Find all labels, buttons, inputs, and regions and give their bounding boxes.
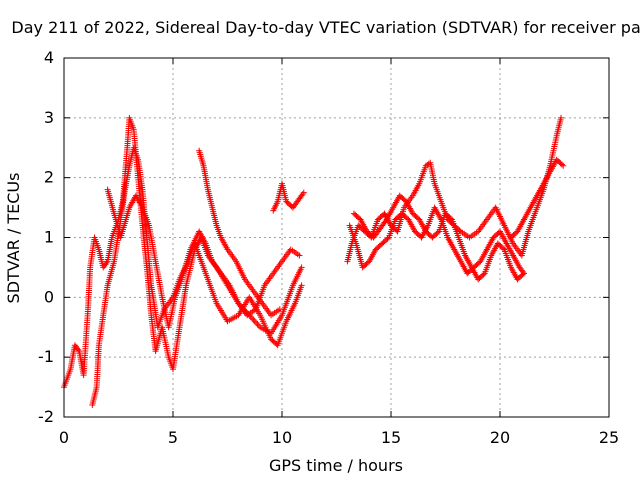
y-tick-label: -2 <box>38 407 54 426</box>
y-axis-label: SDTVAR / TECUs <box>4 173 23 304</box>
x-tick-label: 20 <box>490 428 510 447</box>
data-point <box>480 271 487 278</box>
data-point <box>75 346 82 353</box>
data-point <box>296 252 303 259</box>
data-point <box>255 322 262 329</box>
data-point <box>558 161 565 168</box>
data-points <box>61 114 567 409</box>
data-point <box>298 282 305 289</box>
data-point <box>519 271 526 278</box>
data-point <box>500 245 507 252</box>
x-tick-label: 25 <box>599 428 619 447</box>
data-point <box>250 316 257 323</box>
data-point <box>276 306 283 313</box>
data-point <box>254 321 261 328</box>
data-point <box>456 227 463 234</box>
y-tick-label: -1 <box>38 347 54 366</box>
x-axis-label: GPS time / hours <box>269 456 403 475</box>
data-point <box>384 235 391 242</box>
data-point <box>434 229 441 236</box>
y-tick-label: 4 <box>44 48 54 67</box>
data-point <box>249 315 256 322</box>
axis-ticks: 0 5 10 15 20 25 -2 -1 0 1 2 3 4 <box>38 48 619 447</box>
data-point <box>382 218 389 225</box>
data-point <box>560 162 567 169</box>
chart-title: Day 211 of 2022, Sidereal Day-to-day VTE… <box>11 18 640 37</box>
data-point <box>103 259 110 266</box>
data-point <box>299 191 306 198</box>
y-tick-label: 1 <box>44 228 54 247</box>
y-tick-label: 2 <box>44 168 54 187</box>
x-tick-label: 5 <box>168 428 178 447</box>
data-point <box>253 319 260 326</box>
y-tick-label: 3 <box>44 108 54 127</box>
data-point <box>520 270 527 277</box>
x-tick-label: 10 <box>272 428 292 447</box>
data-point <box>300 189 307 196</box>
x-tick-label: 0 <box>59 428 69 447</box>
y-tick-label: 0 <box>44 287 54 306</box>
data-point <box>447 215 454 222</box>
grid-lines <box>64 58 609 417</box>
data-point <box>298 264 305 271</box>
data-point <box>251 318 258 325</box>
data-point <box>558 114 565 121</box>
x-tick-label: 15 <box>381 428 401 447</box>
